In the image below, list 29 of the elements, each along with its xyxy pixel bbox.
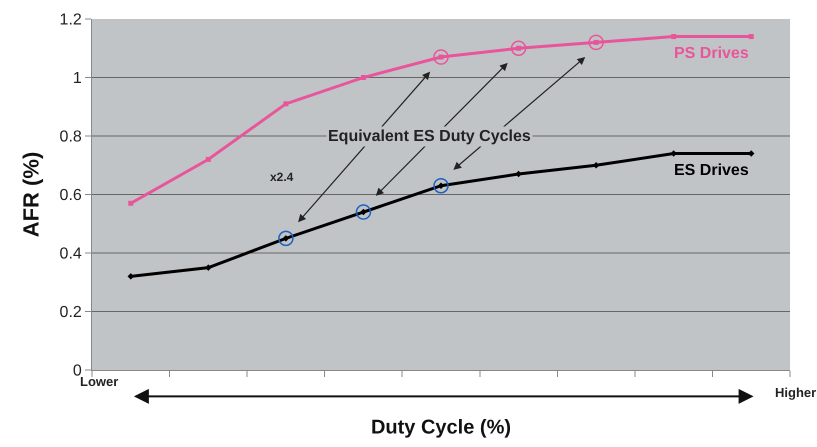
point — [206, 156, 211, 162]
y-tick-label: 1.2 — [60, 12, 82, 29]
point — [433, 49, 449, 65]
series-label: PS Drives — [674, 45, 749, 62]
y-axis-title: AFR (%) — [18, 152, 44, 238]
point — [356, 204, 372, 220]
point — [671, 34, 676, 40]
point — [128, 200, 134, 206]
series-label: ES Drives — [674, 162, 749, 179]
x-axis-title: Duty Cycle (%) — [370, 416, 512, 438]
point — [205, 264, 212, 271]
y-tick-label: 0 — [72, 362, 82, 380]
point — [278, 230, 294, 246]
y-tick-label: 0.6 — [60, 187, 82, 204]
point — [283, 101, 288, 106]
annotation: Equivalent ES Duty Cycles — [328, 128, 531, 145]
point — [588, 34, 604, 50]
y-tick-label: 0.4 — [60, 246, 82, 263]
text: Higher — [775, 385, 816, 400]
point — [510, 40, 526, 56]
text: Lower — [80, 374, 118, 389]
annotation: x2.4 — [270, 170, 294, 184]
y-tick-label: 0.2 — [60, 304, 82, 322]
point — [433, 178, 449, 194]
y-tick-label: 0.8 — [60, 128, 82, 146]
point — [360, 75, 366, 80]
y-tick-label: 1 — [72, 70, 82, 88]
point — [748, 34, 754, 40]
point — [515, 170, 522, 178]
